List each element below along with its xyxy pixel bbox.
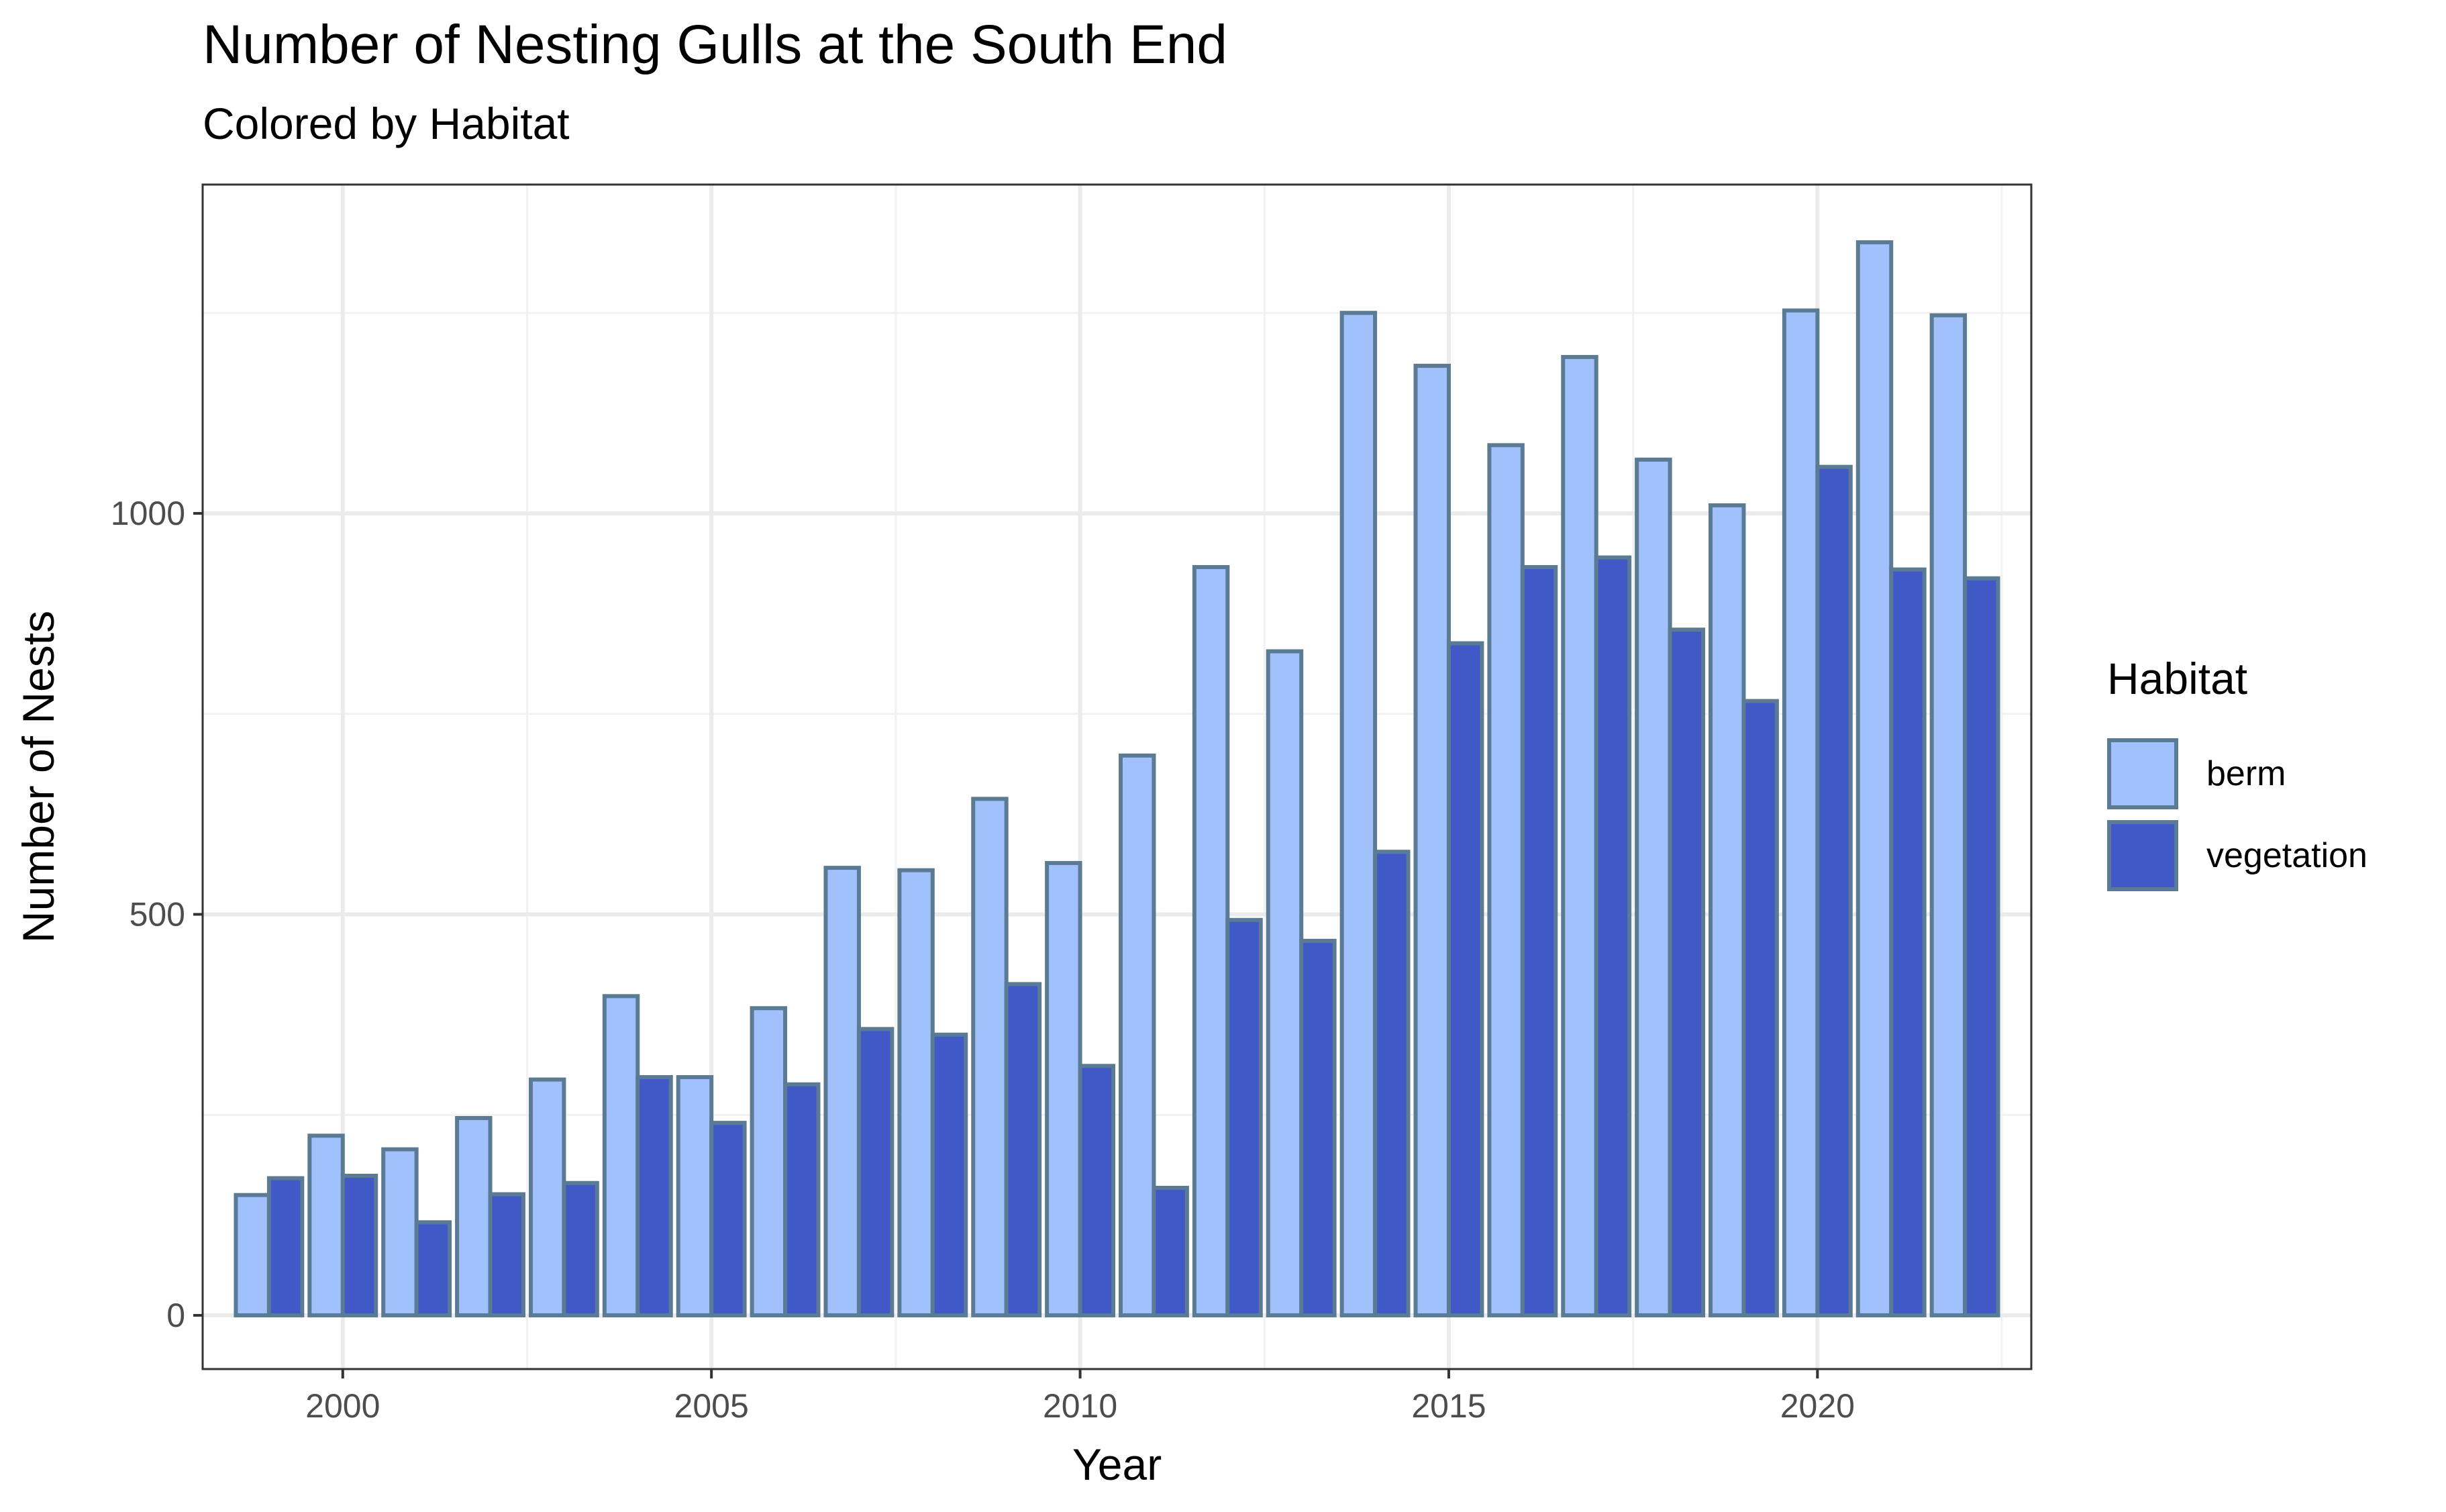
y-tick-label: 500: [130, 895, 185, 933]
bar-berm-2000: [307, 1133, 345, 1317]
bar-vegetation-2006: [783, 1082, 821, 1317]
legend-swatch-vegetation: [2107, 819, 2178, 891]
x-tick-label: 2020: [1780, 1387, 1855, 1425]
bar-vegetation-1999: [266, 1176, 305, 1317]
bar-vegetation-2012: [1225, 917, 1263, 1317]
x-tick-label: 2000: [305, 1387, 380, 1425]
bar-berm-2020: [1782, 308, 1820, 1317]
bar-berm-2009: [971, 797, 1009, 1317]
bar-berm-2007: [823, 866, 861, 1317]
bar-berm-2014: [1339, 311, 1378, 1317]
bar-vegetation-2019: [1741, 699, 1779, 1317]
bar-vegetation-2001: [414, 1220, 452, 1317]
bar-berm-2010: [1045, 860, 1082, 1317]
bar-vegetation-2000: [340, 1174, 378, 1317]
plot-panel-border: [201, 183, 2033, 1370]
x-tick-label: 2015: [1411, 1387, 1486, 1425]
bar-berm-2004: [602, 994, 640, 1317]
legend-label-vegetation: vegetation: [2206, 836, 2367, 875]
bars: [234, 240, 2000, 1317]
bar-berm-2005: [676, 1075, 714, 1317]
bar-berm-1999: [234, 1193, 271, 1317]
bar-vegetation-2004: [635, 1075, 673, 1317]
bar-vegetation-2015: [1446, 641, 1484, 1317]
bar-berm-2017: [1561, 354, 1598, 1317]
y-tick-label: 0: [166, 1297, 185, 1334]
bar-berm-2015: [1413, 364, 1451, 1317]
bar-vegetation-2008: [930, 1032, 968, 1317]
bar-vegetation-2022: [1963, 576, 2000, 1317]
axis-ticks: 2000 2005 2010 2015 2020 0 500 1000: [111, 495, 1855, 1425]
legend-title: Habitat: [2107, 654, 2248, 703]
x-tick-label: 2010: [1043, 1387, 1117, 1425]
bar-vegetation-2010: [1078, 1064, 1116, 1317]
bar-vegetation-2007: [856, 1027, 895, 1317]
chart-subtitle: Colored by Habitat: [203, 99, 570, 148]
bar-berm-2006: [750, 1006, 788, 1317]
bar-vegetation-2018: [1668, 627, 1706, 1317]
bar-berm-2022: [1929, 313, 1968, 1317]
bar-berm-2003: [528, 1077, 566, 1317]
bar-berm-2018: [1635, 457, 1672, 1317]
legend-swatch-berm: [2107, 738, 2178, 809]
bar-vegetation-2017: [1594, 555, 1632, 1317]
bar-berm-2021: [1855, 240, 1894, 1317]
bar-berm-2008: [897, 868, 935, 1317]
bar-berm-2012: [1192, 565, 1230, 1317]
bar-vegetation-2021: [1889, 567, 1927, 1317]
legend: Habitat berm vegetation: [2107, 654, 2367, 897]
bar-vegetation-2016: [1520, 565, 1558, 1317]
y-tick-label: 1000: [111, 495, 185, 532]
legend-item-vegetation: vegetation: [2107, 815, 2367, 897]
bar-berm-2002: [455, 1115, 493, 1317]
x-axis-title: Year: [1072, 1440, 1162, 1489]
bar-vegetation-2009: [1004, 982, 1042, 1317]
y-axis-title: Number of Nests: [13, 611, 63, 943]
bar-vegetation-2003: [562, 1180, 599, 1317]
chart-title: Number of Nesting Gulls at the South End: [203, 14, 1227, 75]
bar-vegetation-2013: [1299, 938, 1337, 1317]
bar-berm-2019: [1709, 503, 1746, 1317]
legend-label-berm: berm: [2206, 754, 2286, 793]
bar-vegetation-2005: [709, 1121, 747, 1317]
bar-berm-2016: [1487, 443, 1525, 1317]
bar-berm-2013: [1266, 649, 1304, 1317]
bar-vegetation-2014: [1373, 850, 1411, 1317]
bar-vegetation-2020: [1815, 464, 1853, 1317]
bar-vegetation-2002: [488, 1192, 525, 1317]
bar-berm-2001: [381, 1147, 419, 1317]
legend-item-berm: berm: [2107, 733, 2367, 815]
bar-vegetation-2011: [1152, 1185, 1189, 1317]
bar-berm-2011: [1118, 753, 1156, 1317]
x-tick-label: 2005: [674, 1387, 749, 1425]
